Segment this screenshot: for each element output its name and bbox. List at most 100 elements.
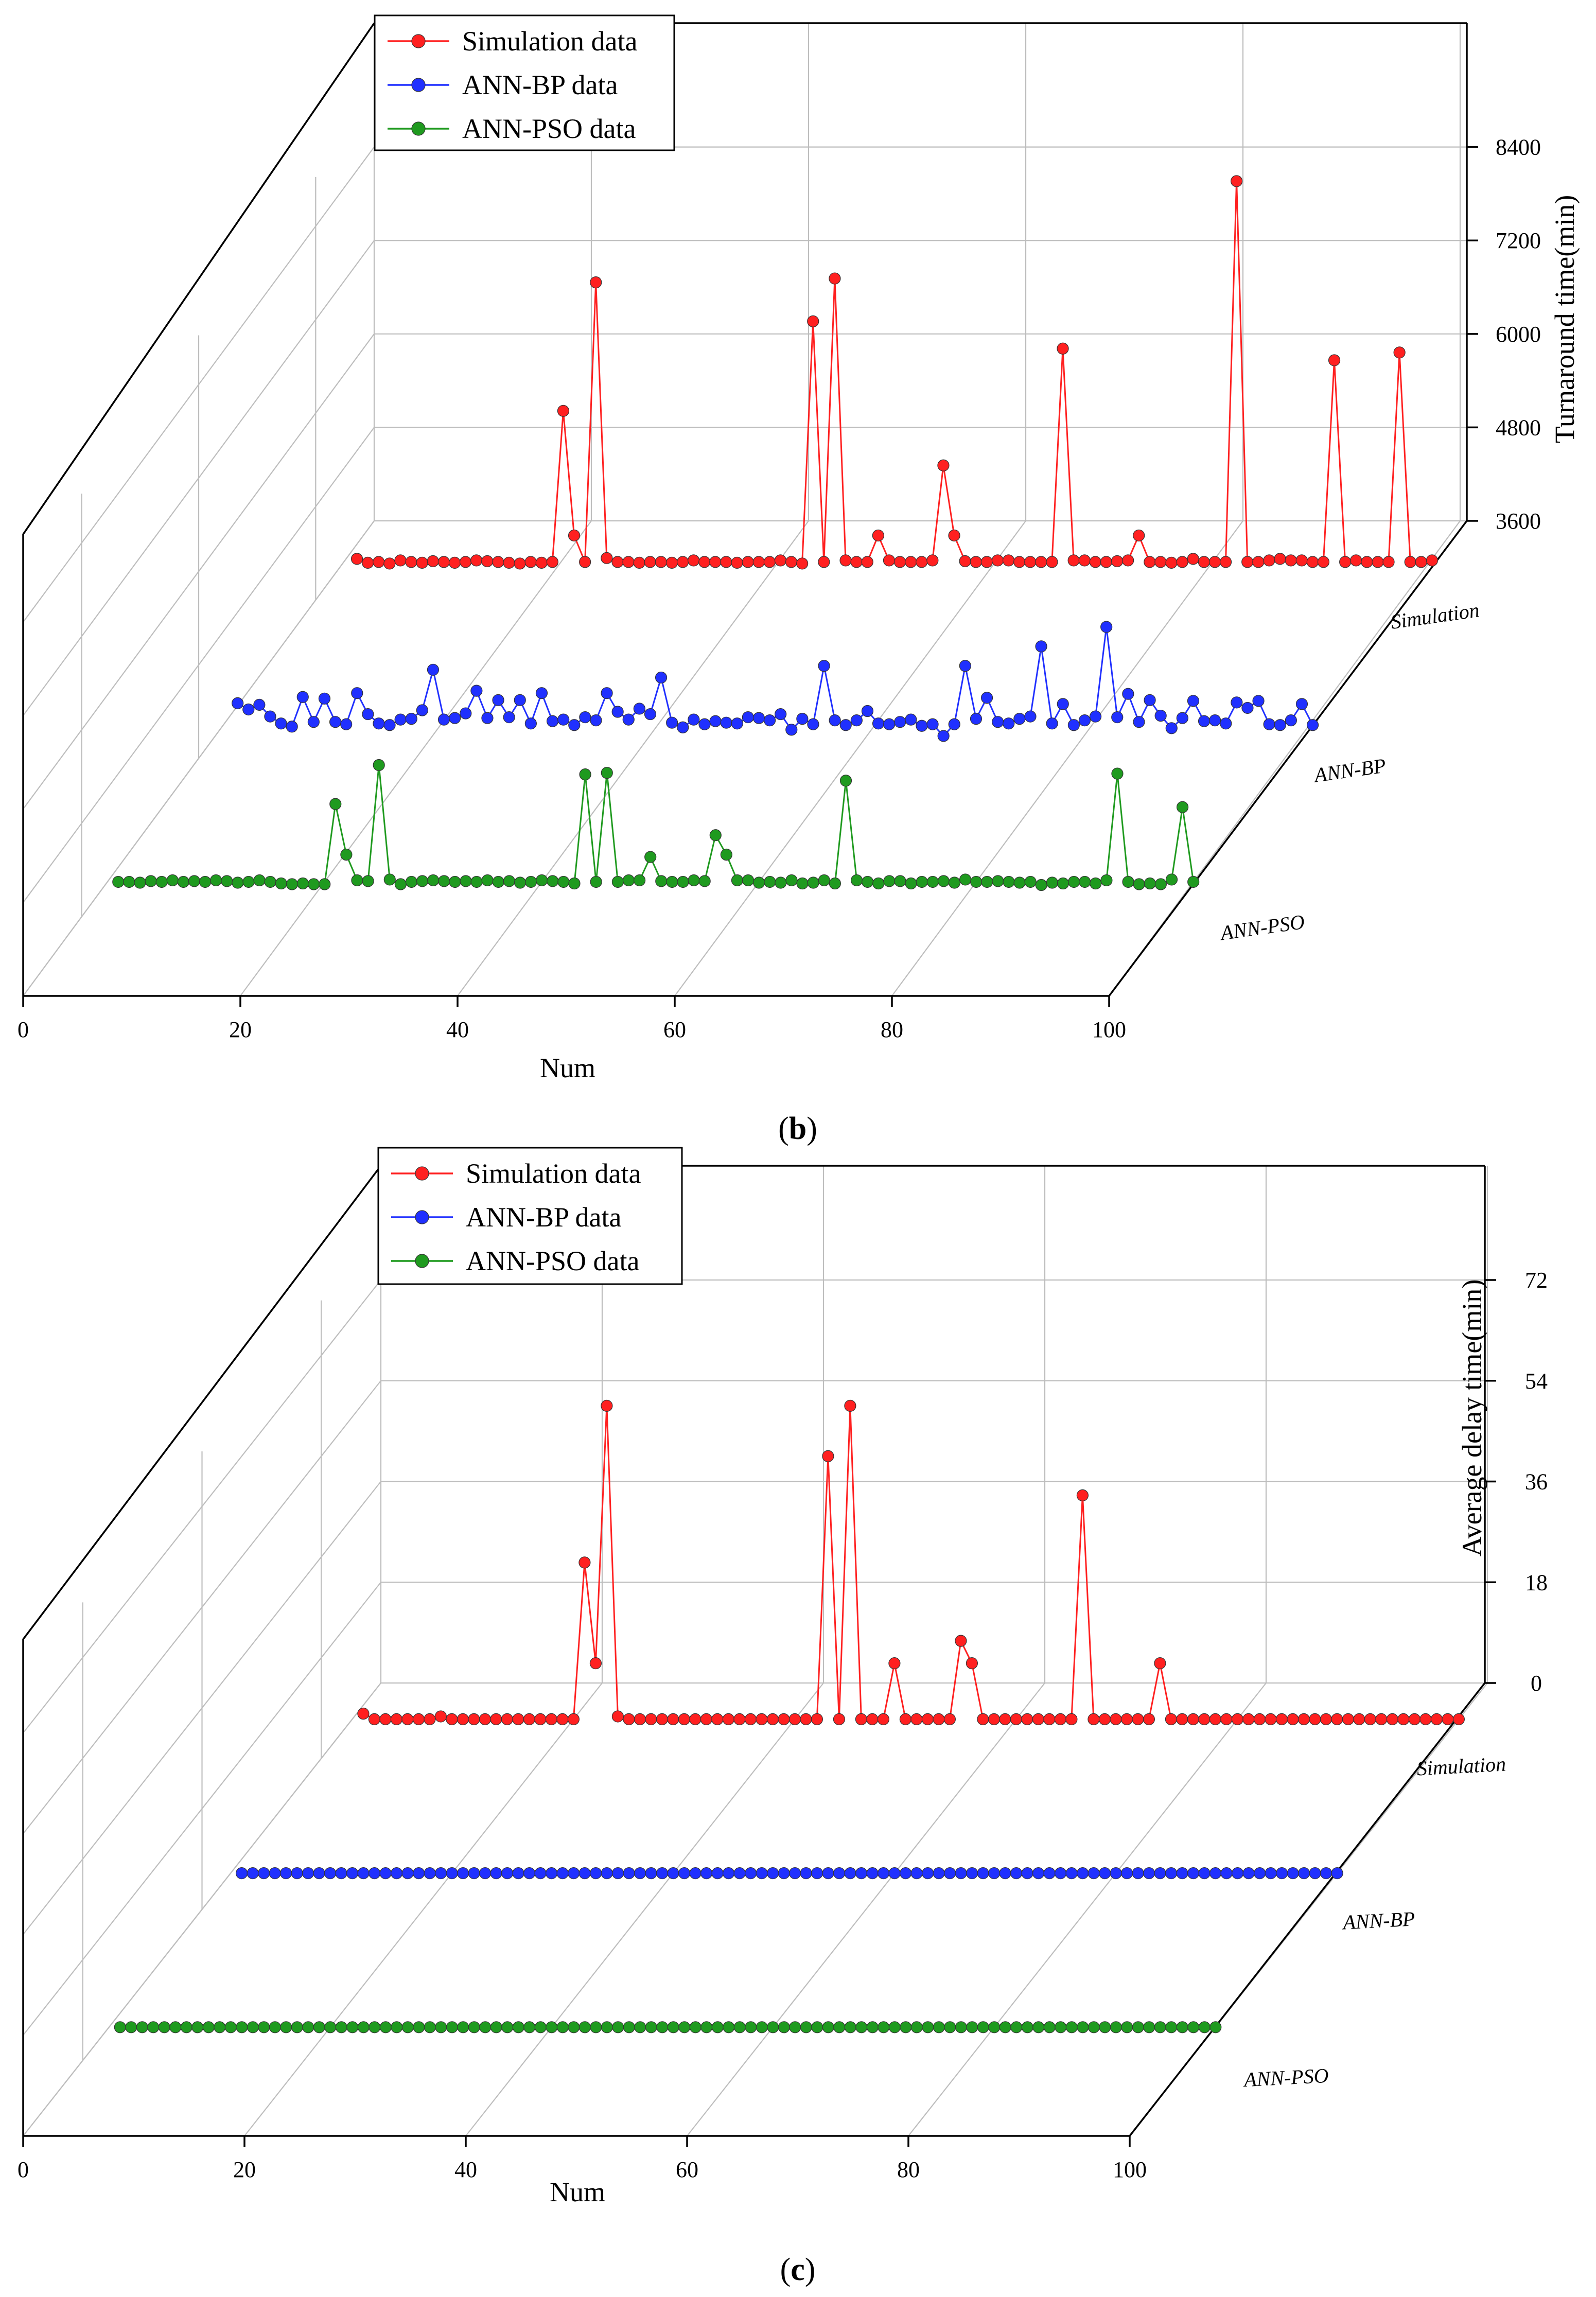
data-point <box>742 711 754 724</box>
data-point <box>611 556 624 568</box>
x-tick-label: 80 <box>897 2157 920 2182</box>
data-point <box>435 2021 447 2033</box>
data-point <box>1165 873 1178 886</box>
data-point <box>900 2021 912 2033</box>
data-point <box>158 2021 170 2033</box>
data-point <box>296 877 309 890</box>
data-point <box>623 1713 635 1725</box>
data-point <box>1187 2021 1200 2033</box>
data-point <box>346 2021 359 2033</box>
panel-c-series <box>114 1399 1465 2033</box>
data-point <box>1375 1713 1388 1725</box>
data-point <box>1306 719 1319 731</box>
data-point <box>1220 717 1232 730</box>
panel-b-depth-label-ann-bp: ANN-BP <box>1311 754 1388 787</box>
data-point <box>818 556 830 568</box>
data-point <box>731 874 744 887</box>
data-point <box>357 1867 370 1880</box>
legend-label: ANN-PSO data <box>462 113 636 144</box>
data-point <box>1442 1713 1454 1725</box>
x-tick-label: 0 <box>17 1017 29 1042</box>
data-point <box>633 874 646 887</box>
data-point <box>501 1867 514 1880</box>
data-point <box>335 2021 347 2033</box>
data-point <box>775 876 787 889</box>
data-point <box>1176 1867 1188 1880</box>
data-point <box>700 1713 713 1725</box>
data-point <box>556 2021 569 2033</box>
data-point <box>1295 554 1308 567</box>
data-point <box>959 555 971 567</box>
data-point <box>910 1713 923 1725</box>
data-point <box>383 873 396 886</box>
data-point <box>424 2021 436 2033</box>
data-point <box>1342 1713 1354 1725</box>
data-point <box>926 718 939 730</box>
data-point <box>346 1867 359 1880</box>
data-point <box>753 876 765 889</box>
data-point <box>839 554 852 567</box>
data-point <box>999 1713 1011 1725</box>
data-point <box>523 1713 536 1725</box>
data-point <box>492 875 504 888</box>
data-point <box>955 1635 967 1647</box>
data-point <box>855 2021 868 2033</box>
data-point <box>644 556 656 568</box>
data-point <box>872 529 884 542</box>
legend-label: ANN-BP data <box>462 69 618 100</box>
data-point <box>844 1867 856 1880</box>
data-point <box>362 708 374 721</box>
data-point <box>796 877 809 890</box>
data-point <box>405 875 418 888</box>
data-point <box>667 1713 679 1725</box>
data-point <box>437 713 450 726</box>
data-point <box>788 1867 801 1880</box>
data-point <box>401 2021 414 2033</box>
floor-gridline <box>465 1682 824 2136</box>
data-point <box>112 875 125 888</box>
z-tick-label: 18 <box>1525 1570 1548 1595</box>
data-point <box>829 714 841 727</box>
x-tick-label: 20 <box>229 1017 252 1042</box>
data-point <box>977 2021 989 2033</box>
data-point <box>774 554 787 567</box>
data-point <box>1046 876 1058 889</box>
data-point <box>490 1867 502 1880</box>
data-point <box>1187 875 1200 888</box>
data-point <box>470 554 483 567</box>
data-point <box>916 875 928 888</box>
data-point <box>302 2021 314 2033</box>
data-point <box>807 315 819 327</box>
data-point <box>700 1867 713 1880</box>
data-point <box>379 1867 392 1880</box>
data-point <box>720 556 732 568</box>
data-point <box>1088 1713 1100 1725</box>
data-point <box>833 2021 846 2033</box>
data-point <box>764 875 776 888</box>
legend-marker <box>411 78 426 92</box>
data-point <box>1209 2021 1222 2033</box>
data-point <box>1276 1867 1288 1880</box>
data-point <box>833 1713 846 1725</box>
data-point <box>1298 1867 1310 1880</box>
legend-marker <box>415 1254 429 1268</box>
data-point <box>1088 1867 1100 1880</box>
panel-b-legend: Simulation data ANN-BP data ANN-PSO data <box>374 14 675 151</box>
data-point <box>970 875 983 888</box>
data-point <box>1100 556 1113 568</box>
data-point <box>368 1713 381 1725</box>
data-point <box>524 717 537 730</box>
data-point <box>547 875 559 887</box>
data-point <box>667 2021 679 2033</box>
data-point <box>601 687 613 699</box>
data-point <box>324 2021 337 2033</box>
data-point <box>818 660 830 672</box>
data-point <box>1154 709 1167 722</box>
panel-c-gridlines <box>23 1166 1488 2136</box>
data-point <box>1209 1713 1221 1725</box>
data-point <box>655 875 668 887</box>
data-point <box>850 714 863 727</box>
data-point <box>634 1867 646 1880</box>
data-point <box>1198 1713 1211 1725</box>
data-point <box>401 1867 414 1880</box>
